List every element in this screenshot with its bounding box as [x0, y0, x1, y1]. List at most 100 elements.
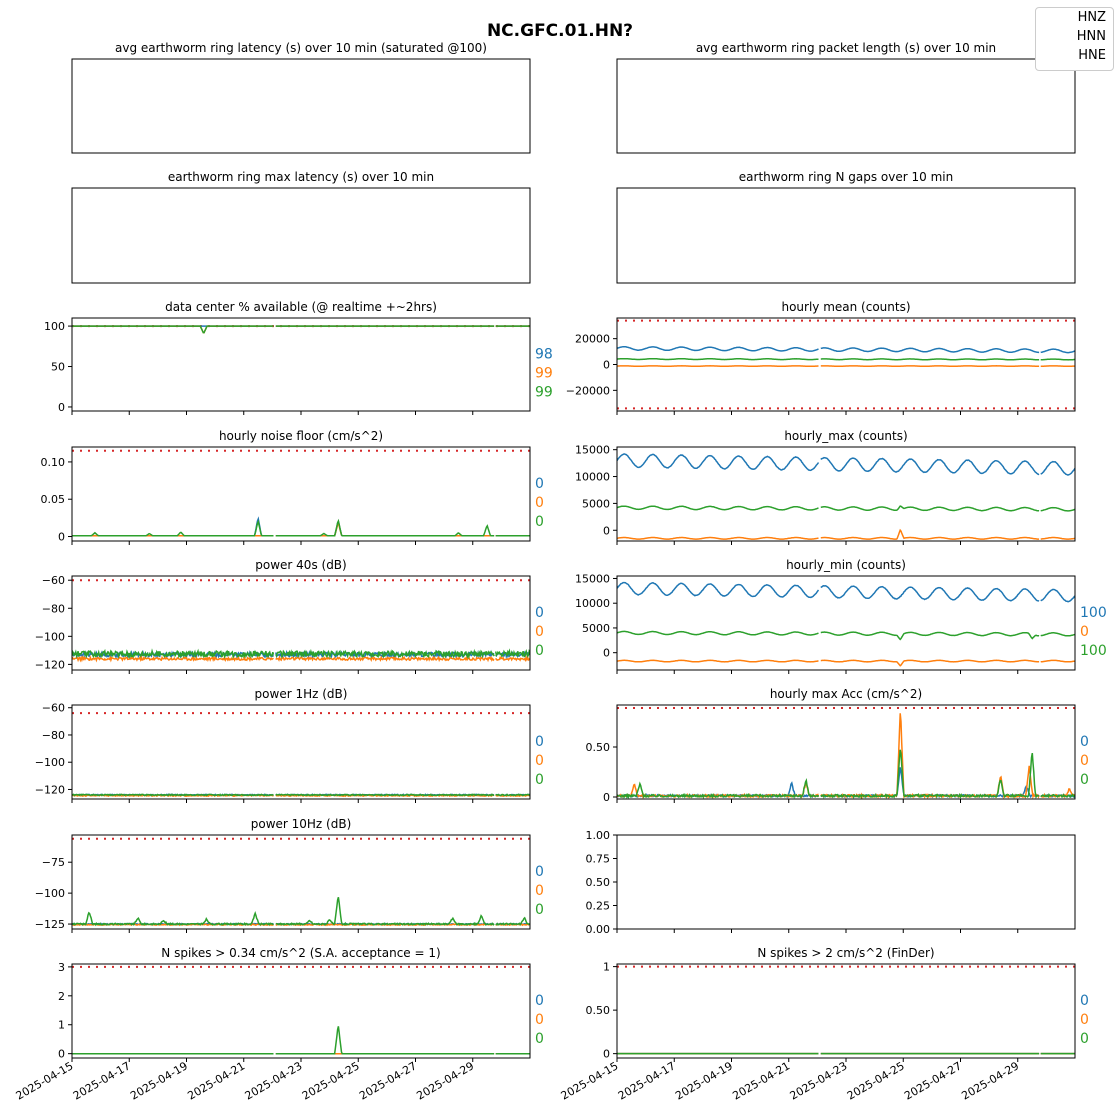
x-tick-label: 2025-04-29: [414, 1059, 476, 1102]
stat-label-hnn: 0: [535, 624, 544, 640]
axes-frame: [71, 58, 531, 154]
legend-item-hnz: HNZ: [1042, 10, 1108, 28]
y-tick-label: 1: [603, 961, 610, 974]
panel-hourly_min: hourly_min (counts) 0 5000 10000 15000 100 0 10…: [575, 558, 1107, 674]
axes-frame: [71, 187, 531, 284]
axes-frame: [616, 575, 1076, 671]
panel-availability: data center % available (@ realtime +~2h…: [44, 300, 553, 415]
stat-label-hnn: 0: [535, 883, 544, 899]
y-tick-label: −100: [35, 887, 65, 900]
axes-frame: [71, 317, 531, 412]
panel-power_1hz: power 1Hz (dB) −120 −100 −80 −60 0 0 0: [35, 687, 544, 803]
panel-title: avg earthworm ring packet length (s) ove…: [696, 41, 996, 55]
axes-frame: [71, 963, 531, 1059]
y-tick-label: −100: [35, 756, 65, 769]
series-hnz: [617, 581, 1075, 603]
panel-avg_packet: avg earthworm ring packet length (s) ove…: [616, 41, 1076, 154]
y-tick-label: 0: [58, 1048, 65, 1061]
x-tick-label: 2025-04-27: [357, 1059, 419, 1102]
panel-title: hourly_min (counts): [786, 558, 906, 572]
axes-frame: [71, 704, 531, 800]
stat-label-hnz: 0: [535, 864, 544, 880]
y-tick-label: 0: [603, 359, 610, 372]
stat-label-hne: 0: [1080, 772, 1089, 788]
series-hnn: [617, 365, 1075, 368]
legend-swatch-hnz: [1044, 18, 1066, 20]
legend-label-hnz: HNZ: [1077, 10, 1106, 25]
series-hne: [72, 793, 530, 797]
stat-label-hnn: 0: [535, 1012, 544, 1028]
y-tick-label: 1.00: [586, 829, 611, 842]
y-tick-label: 0: [58, 401, 65, 414]
y-tick-label: 100: [44, 320, 65, 333]
panel-spikes_2: N spikes > 2 cm/s^2 (FinDer) 0 0.50 1 2025-0…: [559, 946, 1089, 1103]
stat-label-hnz: 0: [535, 605, 544, 621]
panel-empty_panel: 0.00 0.25 0.50 0.75 1.00: [586, 829, 1076, 936]
y-tick-label: 0.75: [586, 853, 611, 866]
series-hne: [72, 1026, 530, 1055]
x-tick-label: 2025-04-19: [673, 1059, 735, 1102]
series-hnn: [72, 654, 530, 663]
x-tick-label: 2025-04-19: [128, 1059, 190, 1102]
y-tick-label: 10000: [575, 597, 610, 610]
series-hne: [617, 505, 1075, 512]
panel-avg_latency: avg earthworm ring latency (s) over 10 m…: [71, 41, 531, 154]
panel-noise_floor: hourly noise floor (cm/s^2) 0 0.05 0.10 0 0 0: [41, 429, 544, 545]
x-tick-label: 2025-04-17: [616, 1059, 678, 1102]
y-tick-label: 0.00: [586, 923, 611, 936]
y-tick-label: 20000: [575, 333, 610, 346]
panel-n_gaps: earthworm ring N gaps over 10 min: [616, 170, 1076, 284]
x-tick-label: 2025-04-21: [730, 1059, 792, 1102]
series-hnn: [72, 521, 530, 537]
y-tick-label: −100: [35, 630, 65, 643]
legend-item-hne: HNE: [1042, 48, 1108, 66]
x-tick-label: 2025-04-15: [559, 1059, 621, 1102]
panel-power_40s: power 40s (dB) −120 −100 −80 −60 0 0 0: [35, 558, 544, 674]
panel-title: earthworm ring N gaps over 10 min: [739, 170, 953, 184]
y-tick-label: 3: [58, 961, 65, 974]
stat-label-hne: 99: [535, 385, 553, 401]
panel-title: N spikes > 2 cm/s^2 (FinDer): [757, 946, 934, 960]
axes-frame: [71, 834, 531, 930]
y-tick-label: −80: [42, 729, 65, 742]
series-hnn: [72, 325, 530, 334]
legend-item-hnn: HNN: [1042, 29, 1108, 47]
panel-title: power 10Hz (dB): [251, 817, 352, 831]
y-tick-label: −80: [42, 602, 65, 615]
series-hnz: [72, 516, 530, 537]
x-tick-label: 2025-04-23: [243, 1059, 305, 1102]
y-tick-label: −75: [42, 856, 65, 869]
y-tick-label: 0.10: [41, 456, 66, 469]
x-tick-label: 2025-04-21: [185, 1059, 247, 1102]
y-tick-label: 0: [603, 791, 610, 804]
x-tick-label: 2025-04-25: [845, 1059, 907, 1102]
series-hne: [617, 630, 1075, 641]
panel-title: power 40s (dB): [255, 558, 346, 572]
y-tick-label: −125: [35, 918, 65, 931]
series-hnn: [617, 713, 1075, 799]
y-tick-label: 0: [603, 524, 610, 537]
series-hnz: [617, 767, 1075, 799]
y-tick-label: 10000: [575, 471, 610, 484]
stat-label-hnz: 0: [535, 476, 544, 492]
y-tick-label: 5000: [582, 622, 610, 635]
stat-label-hnn: 0: [535, 753, 544, 769]
series-hnz: [617, 453, 1075, 476]
panel-title: N spikes > 0.34 cm/s^2 (S.A. acceptance …: [161, 946, 440, 960]
panel-title: avg earthworm ring latency (s) over 10 m…: [115, 41, 487, 55]
panel-title: data center % available (@ realtime +~2h…: [165, 300, 437, 314]
y-tick-label: 0.05: [41, 493, 66, 506]
panel-title: power 1Hz (dB): [255, 687, 348, 701]
stat-label-hne: 0: [535, 643, 544, 659]
series-hne: [72, 325, 530, 334]
stat-label-hne: 100: [1080, 643, 1107, 659]
axes-frame: [616, 317, 1076, 412]
series-hne: [72, 648, 530, 660]
y-tick-label: 0.50: [586, 741, 611, 754]
panel-max_acc: hourly max Acc (cm/s^2) 0 0.50 0 0 0: [586, 687, 1089, 804]
panel-max_latency: earthworm ring max latency (s) over 10 m…: [71, 170, 531, 284]
stat-label-hne: 0: [1080, 1031, 1089, 1047]
axes-frame: [616, 187, 1076, 284]
stat-label-hnn: 0: [1080, 624, 1089, 640]
